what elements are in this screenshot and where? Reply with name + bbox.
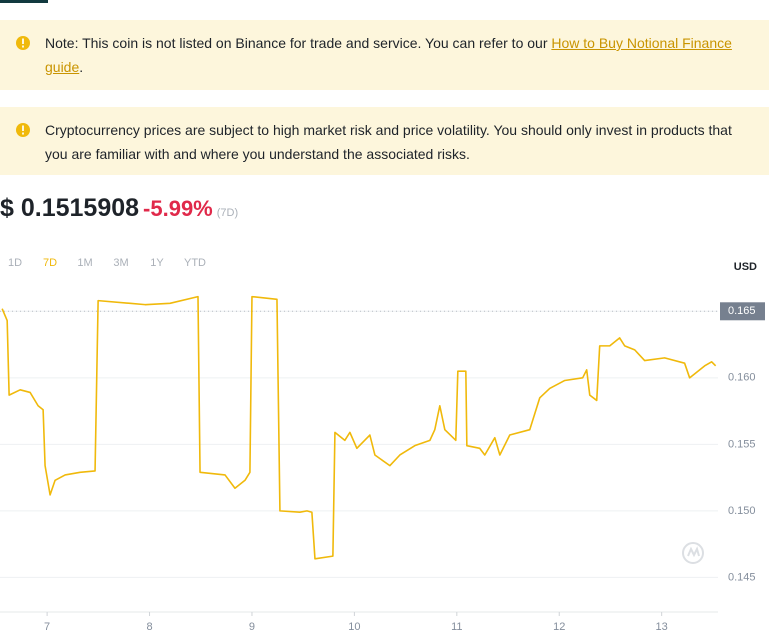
watermark	[682, 542, 704, 564]
notice-text: .	[79, 59, 84, 75]
x-tick-label: 8	[146, 621, 152, 633]
x-tick-label: 9	[249, 621, 255, 633]
notice-text: Cryptocurrency prices are subject to hig…	[45, 122, 732, 162]
range-tab[interactable]: YTD	[184, 257, 206, 269]
price-change: -5.99%	[143, 196, 213, 221]
price-period: (7D)	[216, 207, 239, 219]
notice-text: Note: This coin is not listed on Binance…	[45, 35, 552, 51]
y-tick-label: 0.155	[728, 438, 756, 450]
x-tick-label: 7	[44, 621, 50, 633]
price-line	[1, 295, 717, 560]
tab-indicator	[0, 0, 48, 3]
y-tick-label: 0.160	[728, 372, 756, 384]
range-tab[interactable]: 1D	[8, 257, 22, 269]
y-tick-label: 0.150	[728, 505, 756, 517]
y-axis-label: USD	[734, 261, 757, 273]
chart: USD 1D 7D 1M 3M 1Y YTD 0.145 0.150 0.155 0.160 0.1…	[0, 257, 765, 633]
y-tick-label: 0.145	[728, 571, 756, 583]
x-tick-label: 11	[451, 621, 462, 633]
price-row: $ 0.1515908 -5.99% (7D)	[0, 194, 238, 223]
notice: Note: This coin is not listed on Binance…	[0, 20, 769, 90]
price: $ 0.1515908	[0, 194, 140, 222]
range-tab[interactable]: 3M	[113, 257, 128, 269]
guide-link[interactable]: How to Buy Notional Finance guide	[45, 35, 732, 75]
range-tab[interactable]: 1M	[77, 257, 92, 269]
x-tick-label: 13	[656, 621, 668, 633]
warning-icon	[16, 123, 30, 137]
price-marker-box	[720, 302, 765, 321]
range-tab[interactable]: 7D	[43, 257, 57, 269]
x-tick-label: 10	[348, 621, 360, 633]
range-tab[interactable]: 1Y	[150, 257, 164, 269]
y-tick-label: 0.165	[728, 305, 756, 317]
notice: Cryptocurrency prices are subject to hig…	[0, 107, 769, 175]
x-tick-label: 12	[553, 621, 565, 633]
warning-icon	[16, 36, 30, 50]
